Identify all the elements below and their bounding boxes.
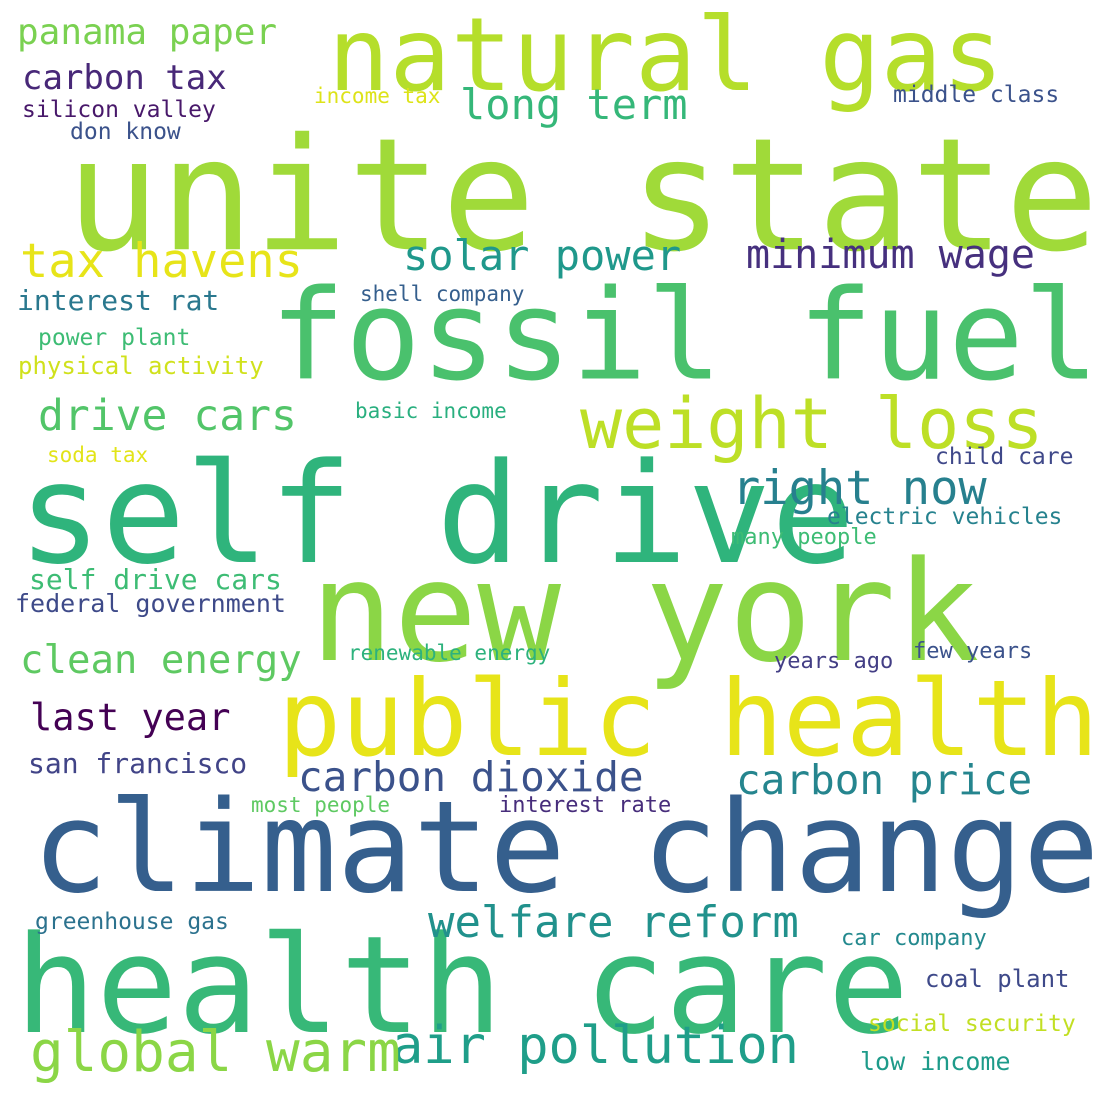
word-interest-rate: interest rate [499, 793, 672, 818]
word-years-ago: years ago [774, 649, 894, 674]
word-minimum-wage: minimum wage [746, 232, 1035, 278]
word-few-years: few years [913, 639, 1033, 664]
word-long-term: long term [460, 80, 688, 129]
word-greenhouse-gas: greenhouse gas [35, 909, 229, 935]
word-weight-loss: weight loss [580, 383, 1044, 465]
word-child-care: child care [935, 444, 1074, 470]
word-middle-class: middle class [893, 82, 1060, 108]
word-clean-energy: clean energy [20, 638, 302, 683]
word-social-security: social security [868, 1011, 1076, 1037]
word-federal-government: federal government [15, 589, 286, 618]
word-panama-paper: panama paper [17, 12, 278, 53]
word-air-pollution: air pollution [392, 1016, 799, 1076]
word-car-company: car company [841, 926, 987, 951]
word-public-health: public health [278, 657, 1099, 780]
word-solar-power: solar power [403, 231, 682, 280]
word-tax-havens: tax havens [20, 234, 303, 289]
word-self-drive: self drive [18, 433, 855, 595]
word-drive-cars: drive cars [38, 391, 297, 441]
word-don-know: don know [70, 119, 181, 145]
word-fossil-fuel: fossil fuel [270, 262, 1100, 409]
word-shell-company: shell company [360, 282, 525, 306]
word-soda-tax: soda tax [47, 443, 149, 467]
word-global-warm: global warm [30, 1020, 401, 1085]
word-san-francisco: san francisco [28, 747, 248, 780]
word-basic-income: basic income [355, 399, 507, 423]
word-power-plant: power plant [38, 325, 191, 351]
word-carbon-dioxide: carbon dioxide [298, 753, 644, 801]
word-coal-plant: coal plant [925, 965, 1070, 993]
word-new-york: new york [310, 531, 980, 693]
word-most-people: most people [251, 793, 391, 817]
word-income-tax: income tax [314, 84, 441, 108]
word-physical-activity: physical activity [18, 352, 264, 380]
word-electric-vehicles: electric vehicles [827, 504, 1063, 530]
word-health-care: health care [15, 907, 910, 1064]
word-last-year: last year [30, 696, 231, 739]
word-self-drive-cars: self drive cars [29, 563, 282, 596]
word-carbon-tax: carbon tax [22, 58, 227, 98]
word-interest-rat: interest rat [17, 284, 220, 317]
word-silicon-valley: silicon valley [22, 97, 216, 123]
word-welfare-reform: welfare reform [428, 897, 799, 948]
word-right-now: right now [732, 461, 987, 516]
word-natural-gas: natural gas [328, 0, 1004, 115]
word-low-income: low income [860, 1047, 1011, 1076]
word-carbon-price: carbon price [736, 756, 1033, 804]
word-renewable-energy: renewable energy [348, 641, 551, 665]
word-many-people: many people [731, 525, 877, 550]
word-climate-change: climate change [32, 774, 1100, 922]
word-unite-state: unite state [66, 105, 1099, 287]
